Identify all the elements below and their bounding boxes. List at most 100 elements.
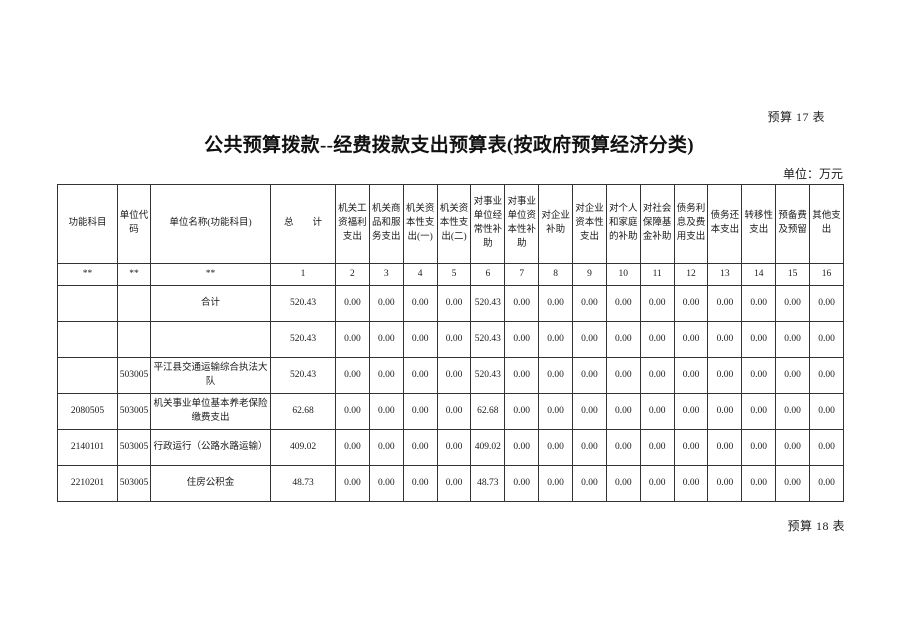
column-header: 转移性支出 xyxy=(741,184,777,264)
budget-table: 功能科目 单位代码 单位名称(功能科目) 总 计机关工资福利支出 机关商品和服务支出 机关… xyxy=(57,184,844,502)
table-cell: 0.00 xyxy=(436,357,472,394)
table-cell: 0.00 xyxy=(335,393,370,430)
table-cell: 0.00 xyxy=(775,321,811,358)
table-cell: 0.00 xyxy=(775,429,811,466)
table-cell: 0.00 xyxy=(538,321,574,358)
table-cell: 0.00 xyxy=(504,285,540,322)
column-index-cell: 9 xyxy=(572,263,607,286)
column-index-cell: 16 xyxy=(809,263,844,286)
column-header: 其他支出 xyxy=(809,184,844,264)
table-cell: 409.02 xyxy=(270,429,336,466)
table-cell: 0.00 xyxy=(368,429,404,466)
table-cell: 0.00 xyxy=(605,429,641,466)
column-index-cell: 4 xyxy=(402,263,438,286)
table-cell: 0.00 xyxy=(673,321,709,358)
table-cell: 520.43 xyxy=(470,357,506,394)
column-index-cell: 7 xyxy=(504,263,540,286)
table-number-top-label: 预算 17 表 xyxy=(767,110,825,124)
column-header: 对事业单位资本性补助 xyxy=(504,184,540,264)
table-cell: 0.00 xyxy=(673,429,709,466)
table-cell: 0.00 xyxy=(335,285,370,322)
table-cell: 0.00 xyxy=(775,393,811,430)
column-index-cell: 5 xyxy=(436,263,472,286)
table-cell: 0.00 xyxy=(639,429,675,466)
column-index-cell: 3 xyxy=(368,263,404,286)
column-index-cell: 2 xyxy=(335,263,370,286)
table-cell: 0.00 xyxy=(538,285,574,322)
table-cell xyxy=(57,321,118,358)
table-cell: 0.00 xyxy=(775,285,811,322)
table-cell: 503005 xyxy=(117,393,151,430)
column-header: 对社会保障基金补助 xyxy=(639,184,675,264)
table-cell: 0.00 xyxy=(639,321,675,358)
table-cell: 0.00 xyxy=(639,285,675,322)
table-cell: 0.00 xyxy=(673,285,709,322)
column-header: 机关资本性支出(一) xyxy=(402,184,438,264)
table-number-bottom-label: 预算 18 表 xyxy=(787,519,845,533)
column-header: 对事业单位经常性补助 xyxy=(470,184,506,264)
table-cell: 0.00 xyxy=(504,357,540,394)
table-cell: 0.00 xyxy=(707,393,743,430)
table-cell: 0.00 xyxy=(436,285,472,322)
table-cell: 0.00 xyxy=(572,285,607,322)
table-cell: 0.00 xyxy=(402,357,438,394)
table-cell: 503005 xyxy=(117,465,151,502)
table-cell: 0.00 xyxy=(504,321,540,358)
table-cell: 0.00 xyxy=(605,465,641,502)
table-cell: 0.00 xyxy=(368,321,404,358)
table-cell: 2210201 xyxy=(57,465,118,502)
column-index-cell: 11 xyxy=(639,263,675,286)
table-cell: 0.00 xyxy=(809,429,844,466)
column-index-row: ** ** ** 1 2 3 4 5 6 7 8 9 10 11 12 13 14 15 16 xyxy=(57,263,844,286)
table-cell: 48.73 xyxy=(470,465,506,502)
unit-label: 单位：万元 xyxy=(782,167,843,181)
table-cell: 48.73 xyxy=(270,465,336,502)
column-header: 机关工资福利支出 xyxy=(335,184,370,264)
table-cell: 520.43 xyxy=(470,285,506,322)
table-cell: 62.68 xyxy=(470,393,506,430)
column-index-cell: 10 xyxy=(605,263,641,286)
column-header: 债务利息及费用支出 xyxy=(673,184,709,264)
table-cell: 0.00 xyxy=(504,429,540,466)
table-cell: 0.00 xyxy=(809,321,844,358)
table-cell: 0.00 xyxy=(673,465,709,502)
table-cell: 0.00 xyxy=(368,465,404,502)
table-cell: 503005 xyxy=(117,429,151,466)
column-index-cell: ** xyxy=(117,263,151,286)
table-cell xyxy=(117,321,151,358)
column-header: 单位名称(功能科目) xyxy=(150,184,271,264)
table-cell: 0.00 xyxy=(673,393,709,430)
column-header: 单位代码 xyxy=(117,184,151,264)
table-row: 2080505 503005 机关事业单位基本养老保险缴费支出 62.68 0.00 0.… xyxy=(57,393,844,430)
table-cell: 0.00 xyxy=(741,321,777,358)
page-title: 公共预算拨款--经费拨款支出预算表(按政府预算经济分类) xyxy=(204,135,694,156)
table-cell: 0.00 xyxy=(335,357,370,394)
column-index-cell: 13 xyxy=(707,263,743,286)
table-cell: 0.00 xyxy=(368,357,404,394)
table-cell xyxy=(57,285,118,322)
table-cell: 0.00 xyxy=(809,393,844,430)
column-index-cell: 14 xyxy=(741,263,777,286)
table-cell: 0.00 xyxy=(639,357,675,394)
table-cell: 0.00 xyxy=(775,357,811,394)
table-row: 合计 520.43 0.00 0.00 0.00 0.00 520.43 0.00 0.00 0.… xyxy=(57,285,844,322)
table-cell: 0.00 xyxy=(572,465,607,502)
table-cell xyxy=(117,285,151,322)
table-cell: 0.00 xyxy=(436,393,472,430)
column-index-cell: 6 xyxy=(470,263,506,286)
table-cell: 0.00 xyxy=(775,465,811,502)
table-row: 503005 平江县交通运输综合执法大队 520.43 0.00 0.00 0.00 0.0… xyxy=(57,357,844,394)
table-cell: 520.43 xyxy=(270,321,336,358)
table-cell: 0.00 xyxy=(605,285,641,322)
table-cell: 0.00 xyxy=(368,393,404,430)
column-header: 总 计 xyxy=(270,184,336,264)
column-header: 功能科目 xyxy=(57,184,118,264)
table-cell: 0.00 xyxy=(538,393,574,430)
table-cell: 520.43 xyxy=(470,321,506,358)
column-header: 对企业补助 xyxy=(538,184,574,264)
table-row: 2140101 503005 行政运行（公路水路运输） 409.02 0.00 0.00 0… xyxy=(57,429,844,466)
column-index-cell: ** xyxy=(150,263,271,286)
table-cell: 0.00 xyxy=(436,429,472,466)
table-cell: 0.00 xyxy=(335,429,370,466)
